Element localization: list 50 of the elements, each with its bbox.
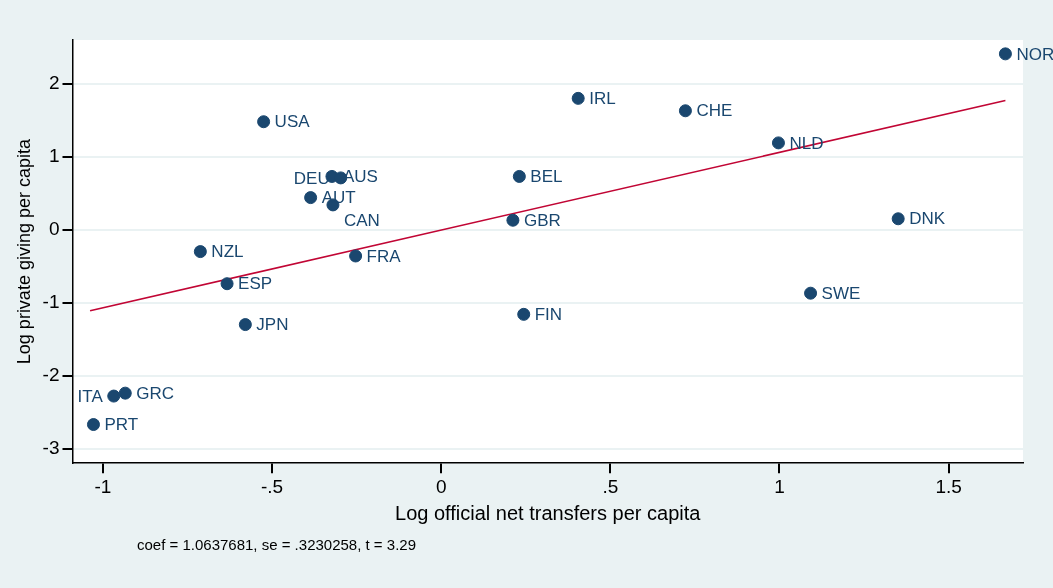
annotation: GBR [523, 210, 561, 230]
annotation: DNK [909, 209, 946, 229]
annotation: FIN [534, 305, 563, 325]
annotation: PRT [104, 415, 139, 435]
point [349, 249, 363, 263]
point [238, 318, 252, 332]
point [506, 213, 520, 227]
annotation: CHE [696, 101, 733, 121]
point [891, 212, 905, 226]
point [571, 91, 585, 105]
y-axis-title: Log private giving per capita [13, 138, 34, 365]
annotation: ITA [77, 386, 104, 406]
y-tick-label: -1 [42, 290, 60, 312]
annotation: JPN [256, 315, 289, 335]
x-tick-label: -.5 [260, 475, 284, 497]
point [193, 245, 207, 259]
annotation: NZL [211, 242, 244, 262]
point [220, 277, 234, 291]
annotation: ESP [238, 274, 273, 294]
x-tick-label: 1 [774, 475, 785, 497]
point [86, 418, 100, 432]
point [678, 104, 692, 118]
x-tick-label: 1.5 [935, 475, 962, 497]
annotation: CAN [343, 210, 380, 230]
annotation: FRA [366, 246, 402, 266]
annotation: NOR [1016, 44, 1053, 64]
y-tick-label: 2 [48, 72, 60, 94]
x-axis-title: Log official net transfers per capita [395, 501, 702, 524]
point [512, 169, 526, 183]
annotation: SWE [821, 283, 861, 303]
annotation: GRC [136, 383, 175, 403]
point [257, 115, 271, 129]
y-tick-label: 0 [48, 217, 60, 239]
x-tick-label: 0 [435, 475, 447, 497]
x-tick-label: -1 [94, 475, 112, 497]
annotation: IRL [589, 89, 616, 109]
point [804, 286, 818, 300]
y-tick-label: -3 [42, 436, 60, 458]
y-tick-label: 1 [48, 144, 60, 166]
point [998, 47, 1012, 61]
annotation: BEL [530, 167, 563, 187]
point [517, 307, 531, 321]
x-tick-label: .5 [602, 475, 619, 497]
text: coef = 1.0637681, se = .3230258, t = 3.29 [137, 536, 416, 553]
point [304, 191, 318, 205]
point [107, 389, 121, 403]
annotation: USA [274, 112, 311, 132]
point [771, 136, 785, 150]
y-tick-label: -2 [42, 363, 60, 385]
point [118, 386, 132, 400]
